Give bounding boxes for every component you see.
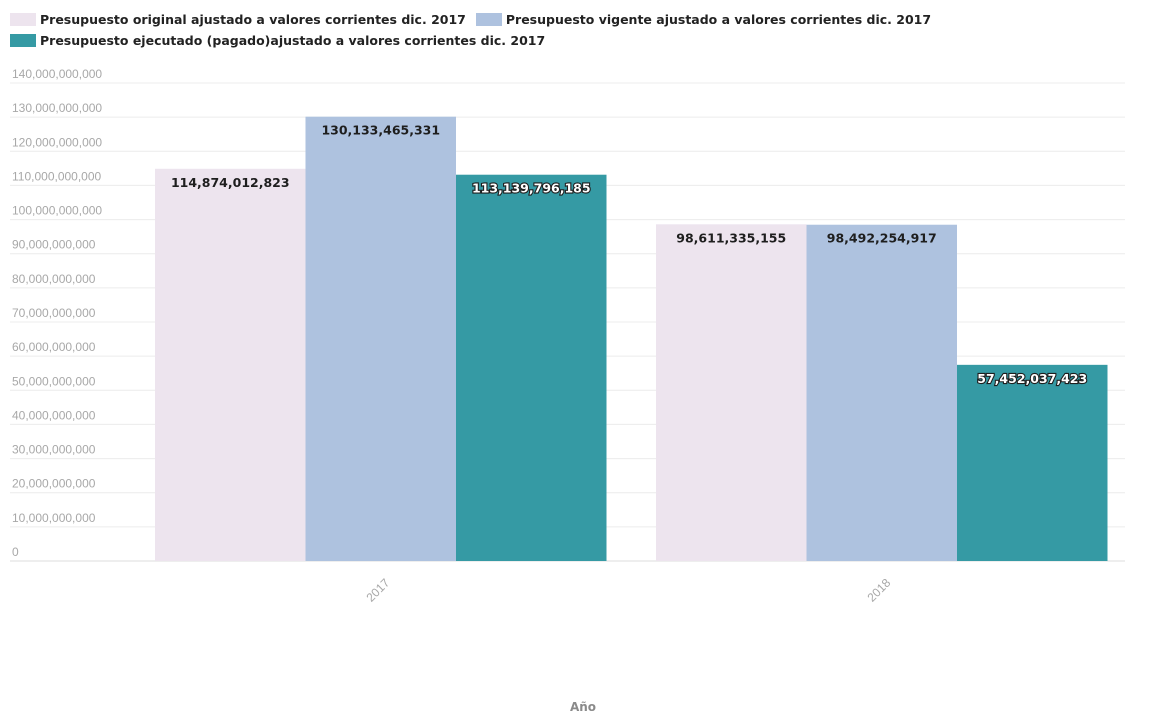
legend-label-original: Presupuesto original ajustado a valores … [40, 12, 466, 27]
bars [155, 116, 1108, 562]
y-tick-label: 130,000,000,000 [12, 101, 102, 115]
legend-item-original[interactable]: Presupuesto original ajustado a valores … [10, 12, 466, 27]
y-tick-label: 40,000,000,000 [12, 408, 96, 422]
legend-label-ejecutado: Presupuesto ejecutado (pagado)ajustado a… [40, 33, 546, 48]
y-tick-label: 80,000,000,000 [12, 272, 96, 286]
y-tick-label: 70,000,000,000 [12, 306, 96, 320]
y-axis-ticks: 0 10,000,000,000 20,000,000,000 30,000,000,… [12, 67, 102, 559]
y-tick-label: 140,000,000,000 [12, 67, 102, 81]
y-tick-label: 0 [12, 545, 19, 559]
y-tick-label: 20,000,000,000 [12, 477, 96, 491]
chart-legend: Presupuesto original ajustado a valores … [10, 9, 1140, 51]
legend-item-vigente[interactable]: Presupuesto vigente ajustado a valores c… [475, 12, 932, 27]
x-tick-label: 2018 [865, 576, 894, 605]
legend-row-1: Presupuesto original ajustado a valores … [10, 9, 1140, 30]
bar-value-label: 113,139,796,185 [472, 181, 591, 196]
legend-swatch-ejecutado [10, 34, 36, 47]
x-axis-title: Año [570, 700, 596, 714]
x-axis-ticks: 2017 2018 [364, 576, 894, 605]
bar-2017-series-2[interactable] [305, 116, 457, 562]
bar-2018-series-1[interactable] [656, 224, 807, 561]
legend-row-2: Presupuesto ejecutado (pagado)ajustado a… [10, 30, 1140, 51]
bar-2017-series-1[interactable] [155, 168, 306, 561]
bar-value-label: 130,133,465,331 [321, 123, 440, 138]
x-tick-label: 2017 [364, 576, 393, 605]
y-tick-label: 60,000,000,000 [12, 340, 96, 354]
legend-item-ejecutado[interactable]: Presupuesto ejecutado (pagado)ajustado a… [10, 33, 545, 48]
bar-value-label: 98,492,254,917 [827, 231, 937, 246]
y-tick-label: 50,000,000,000 [12, 374, 96, 388]
legend-swatch-original [10, 13, 36, 26]
bar-value-label: 114,874,012,823 [171, 175, 290, 190]
bar-2018-series-3[interactable] [957, 364, 1108, 561]
legend-label-vigente: Presupuesto vigente ajustado a valores c… [505, 12, 932, 27]
y-tick-label: 10,000,000,000 [12, 511, 96, 525]
legend-swatch-vigente [475, 13, 502, 26]
bar-value-label: 57,452,037,423 [977, 371, 1087, 386]
y-tick-label: 110,000,000,000 [12, 169, 102, 183]
y-tick-label: 100,000,000,000 [12, 204, 102, 218]
bar-2017-series-3[interactable] [456, 174, 607, 561]
bar-2018-series-2[interactable] [806, 224, 958, 561]
y-tick-label: 120,000,000,000 [12, 135, 102, 149]
bar-data-labels: 114,874,012,823 130,133,465,331 113,139,79… [171, 123, 1088, 387]
y-tick-label: 30,000,000,000 [12, 443, 96, 457]
y-tick-label: 90,000,000,000 [12, 238, 96, 252]
bar-value-label: 98,611,335,155 [676, 230, 786, 245]
